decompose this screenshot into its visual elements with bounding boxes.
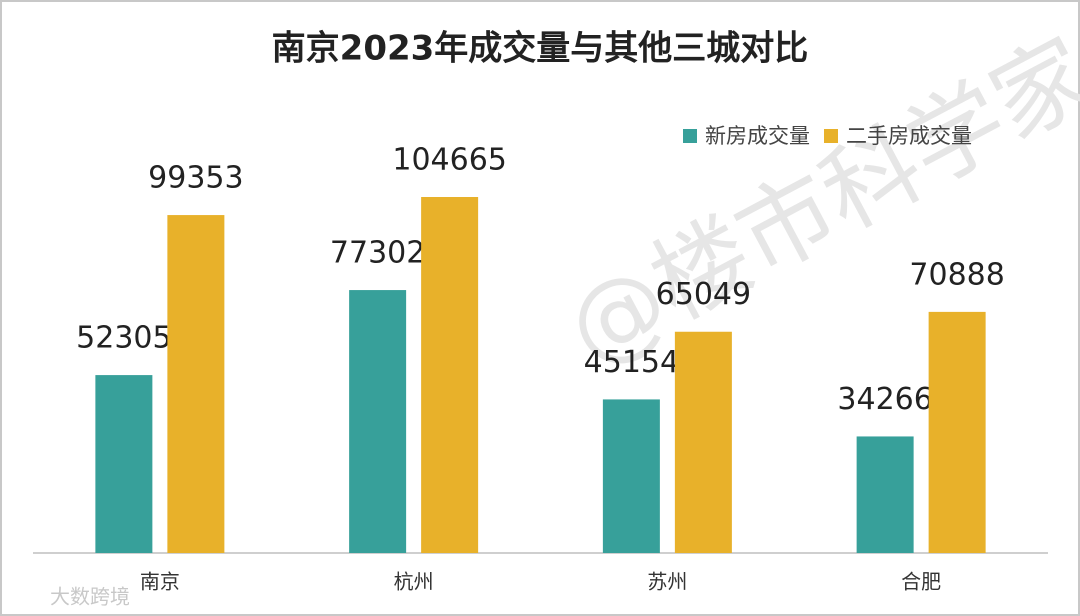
x-tick-label: 南京: [140, 570, 180, 594]
value-label: 34266: [837, 382, 932, 417]
x-tick-label: 杭州: [394, 570, 434, 594]
x-tick-label: 合肥: [901, 570, 941, 594]
bar: [421, 197, 479, 553]
bar: [167, 215, 225, 553]
bar: [674, 331, 732, 553]
value-label: 52305: [76, 321, 171, 356]
value-label: 77302: [330, 236, 425, 271]
legend-label: 新房成交量: [705, 124, 810, 148]
value-label: 104665: [392, 143, 507, 178]
legend-swatch: [824, 129, 838, 143]
corner-mark: 大数跨境: [50, 585, 130, 609]
value-label: 99353: [148, 161, 243, 196]
bar: [349, 290, 407, 553]
legend-label: 二手房成交量: [846, 124, 972, 148]
bar: [856, 436, 914, 553]
bar: [928, 311, 986, 553]
bar: [95, 375, 153, 553]
value-label: 45154: [584, 345, 679, 380]
chart-title: 南京2023年成交量与其他三城对比: [272, 29, 809, 69]
x-tick-label: 苏州: [647, 570, 687, 594]
legend-swatch: [683, 129, 697, 143]
value-label: 70888: [909, 257, 1004, 292]
bar: [602, 399, 660, 553]
value-label: 65049: [656, 277, 751, 312]
